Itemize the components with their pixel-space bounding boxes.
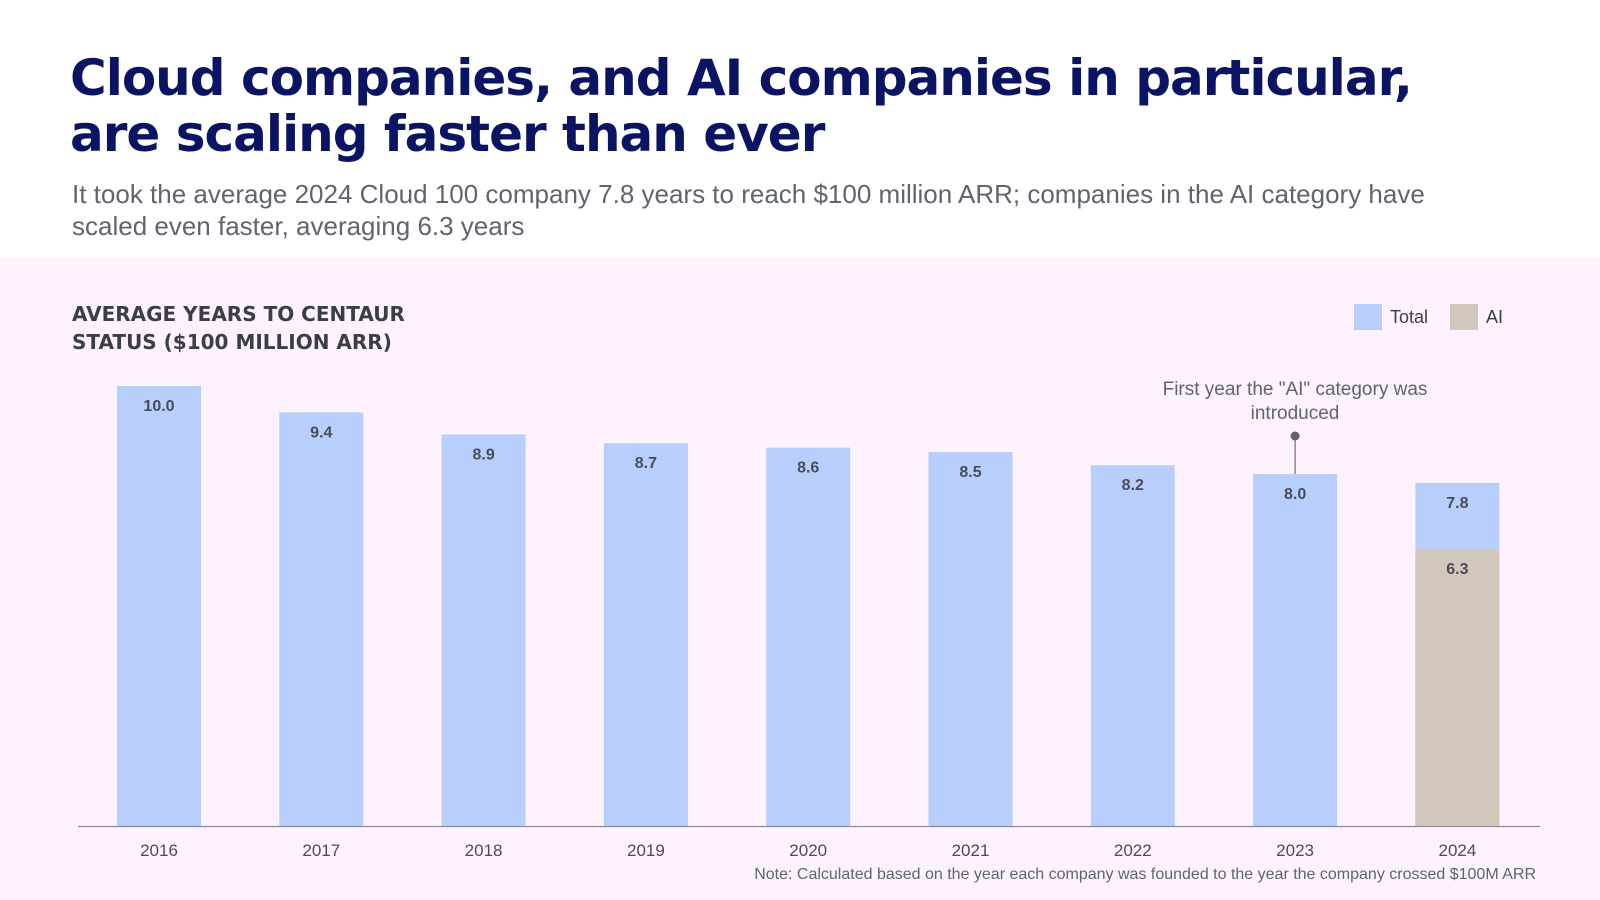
page-title: Cloud companies, and AI companies in par… bbox=[70, 49, 1413, 163]
legend-swatch-ai bbox=[1450, 304, 1479, 330]
bar-total-2018 bbox=[441, 434, 526, 826]
bar-ai-2024 bbox=[1415, 548, 1500, 826]
x-tick-label-2018: 2018 bbox=[465, 841, 503, 860]
bar-total-2017 bbox=[279, 412, 364, 826]
x-tick-label-2016: 2016 bbox=[140, 841, 178, 860]
value-label-2024: 7.8 bbox=[1446, 495, 1468, 512]
legend-label-total: Total bbox=[1390, 306, 1429, 327]
legend-swatch-total bbox=[1354, 304, 1382, 330]
legend-item-ai: AI bbox=[1450, 304, 1503, 330]
x-tick-label-2017: 2017 bbox=[302, 841, 340, 860]
page-subtitle: It took the average 2024 Cloud 100 compa… bbox=[72, 179, 1425, 241]
x-tick-label-2020: 2020 bbox=[789, 841, 827, 860]
value-label-ai-2024: 6.3 bbox=[1446, 561, 1468, 578]
x-tick-label-2019: 2019 bbox=[627, 841, 665, 860]
bar-total-2022 bbox=[1090, 465, 1175, 826]
legend-label-ai: AI bbox=[1486, 306, 1504, 327]
annotation-marker-dot bbox=[1290, 431, 1300, 441]
annotation-label: First year the "AI" category was introdu… bbox=[1162, 379, 1428, 424]
x-tick-label-2022: 2022 bbox=[1114, 841, 1152, 860]
bar-total-2020 bbox=[766, 447, 851, 826]
bar-total-2019 bbox=[603, 443, 688, 826]
bar-total-2021 bbox=[928, 452, 1013, 826]
x-tick-label-2024: 2024 bbox=[1438, 841, 1476, 860]
value-label-2023: 8.0 bbox=[1284, 486, 1306, 503]
legend: Total AI bbox=[1354, 304, 1503, 330]
footnote: Note: Calculated based on the year each … bbox=[754, 866, 1536, 883]
value-label-2017: 9.4 bbox=[310, 424, 332, 441]
value-label-2018: 8.9 bbox=[472, 446, 494, 463]
value-label-2020: 8.6 bbox=[797, 460, 819, 477]
bar-total-2016 bbox=[117, 386, 201, 826]
value-label-2021: 8.5 bbox=[959, 464, 981, 481]
bar-total-2023 bbox=[1253, 474, 1338, 826]
chart-title: AVERAGE YEARS TO CENTAUR STATUS ($100 MI… bbox=[72, 302, 405, 354]
legend-item-total: Total bbox=[1354, 304, 1428, 330]
value-label-2022: 8.2 bbox=[1122, 477, 1144, 494]
value-label-2019: 8.7 bbox=[635, 455, 657, 472]
x-tick-label-2021: 2021 bbox=[952, 841, 990, 860]
value-label-2016: 10.0 bbox=[143, 398, 174, 415]
x-tick-label-2023: 2023 bbox=[1276, 841, 1314, 860]
